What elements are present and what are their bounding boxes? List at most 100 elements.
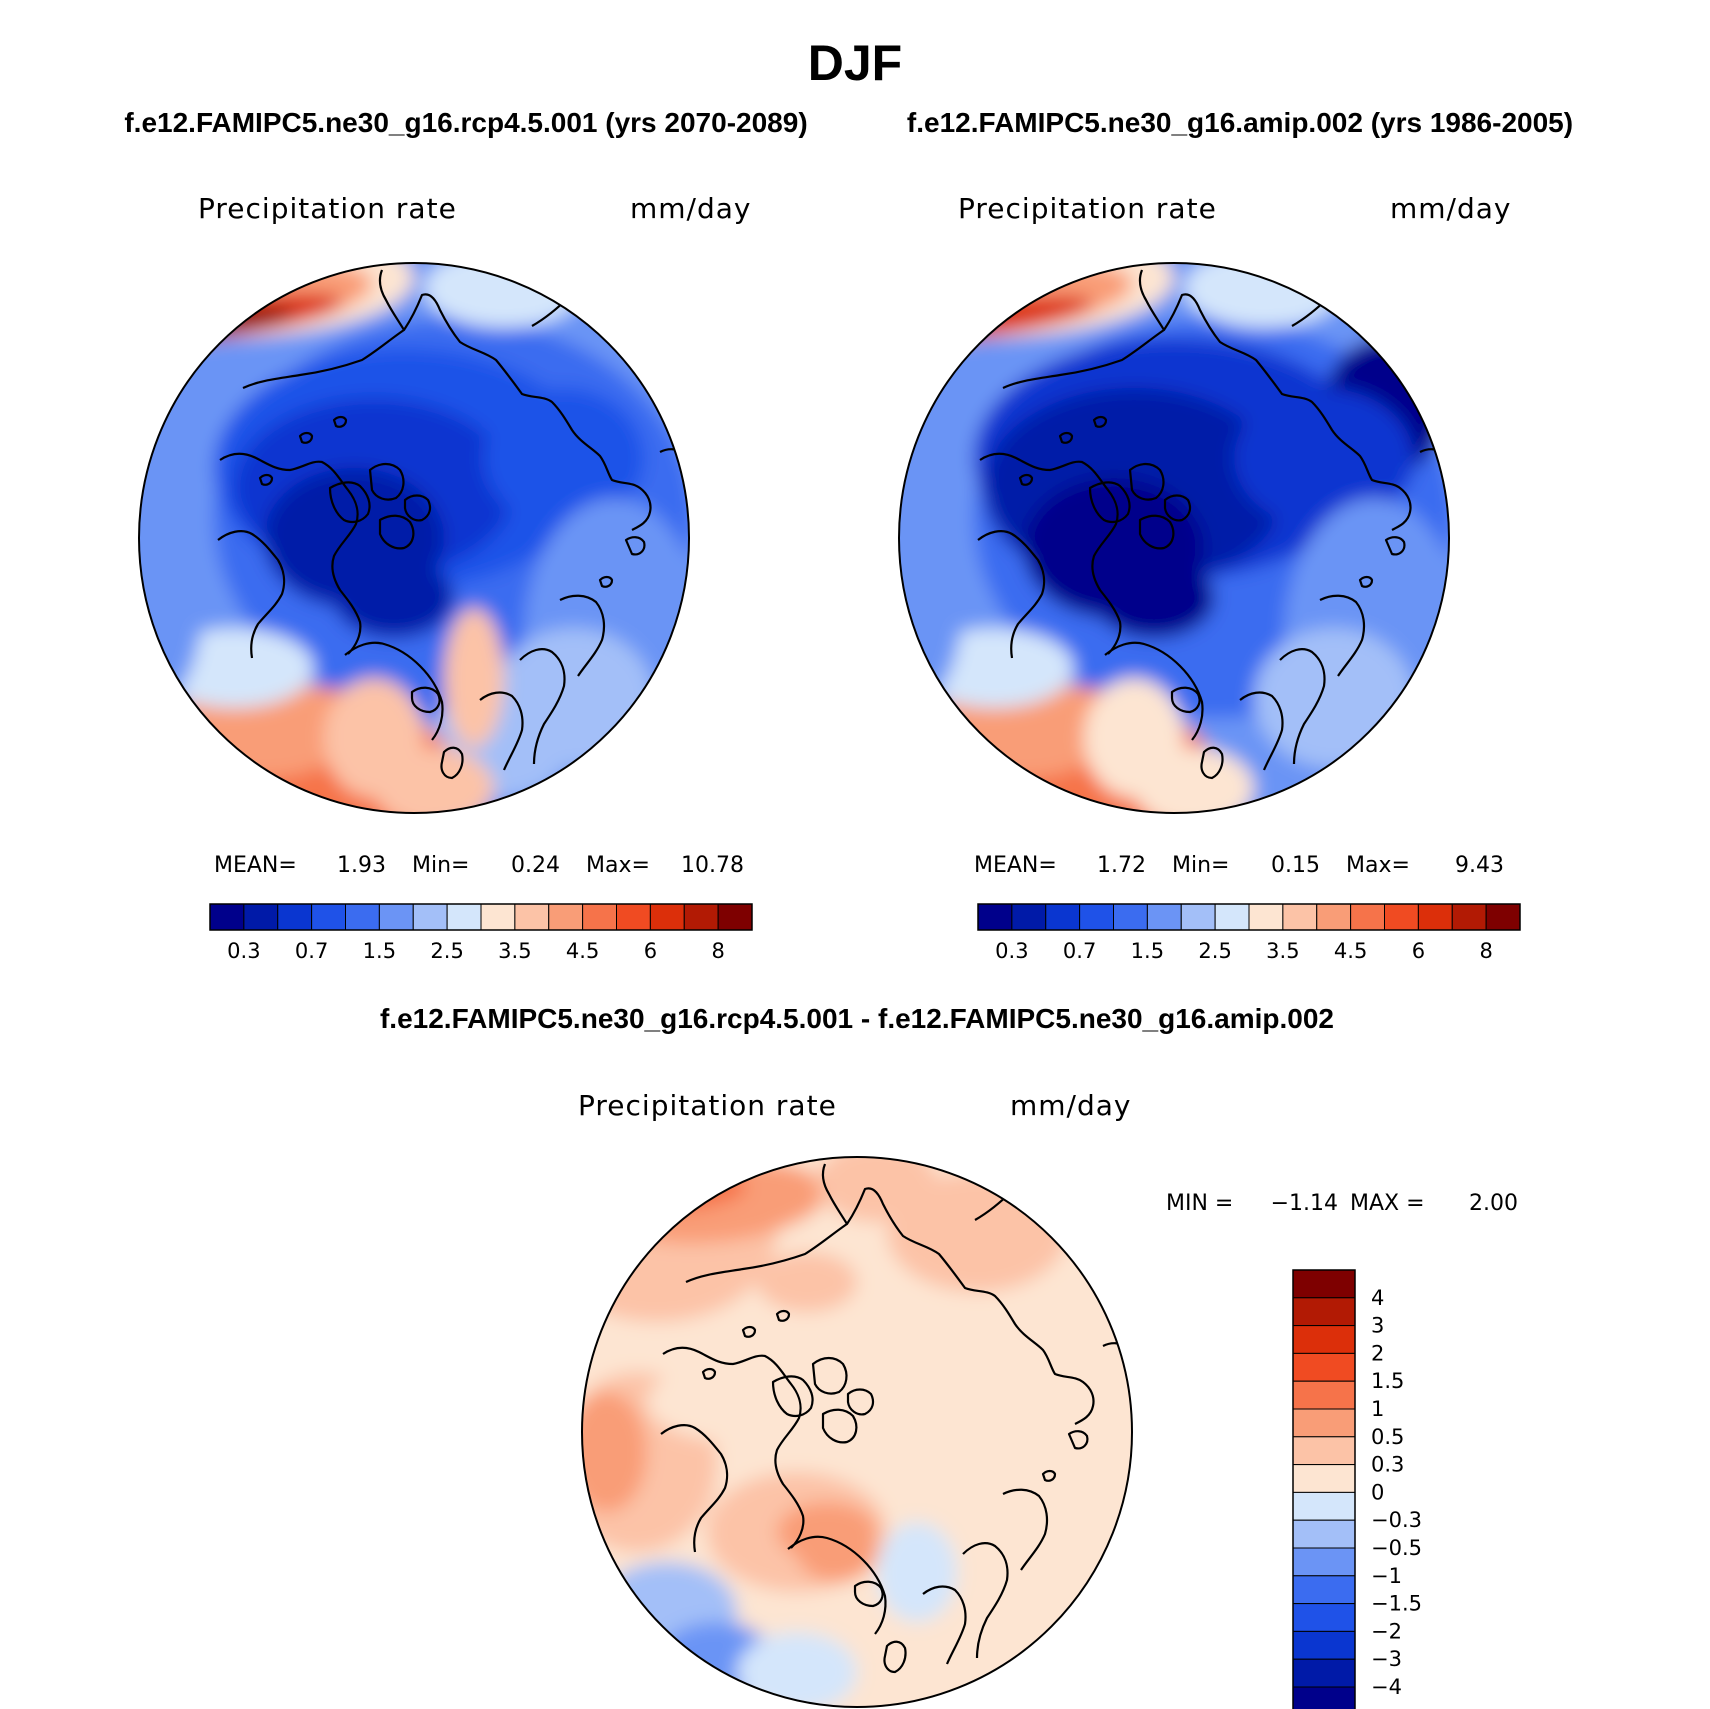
panel-rcp-stats: MEAN= 1.93 Min= 0.24 Max= 10.78 bbox=[214, 853, 744, 878]
panel-amip-variable: Precipitation rate bbox=[958, 192, 1217, 225]
field-region bbox=[877, 1522, 957, 1622]
colorbar-tick-label: 1.5 bbox=[363, 939, 396, 963]
colorbar-frame bbox=[1292, 1269, 1356, 1709]
colorbar-tick-label: −1 bbox=[1371, 1564, 1402, 1588]
stat-label: MIN = bbox=[1166, 1191, 1233, 1216]
colorbar-tick-label: 2.5 bbox=[1198, 939, 1231, 963]
colorbar-tick-label: 0.3 bbox=[227, 939, 260, 963]
panel-rcp-units: mm/day bbox=[630, 192, 752, 225]
colorbar-tick-label: 0.7 bbox=[295, 939, 328, 963]
colorbar-box bbox=[446, 903, 482, 931]
colorbar-box bbox=[1292, 1603, 1356, 1632]
colorbar-box bbox=[378, 903, 414, 931]
colorbar-box bbox=[1417, 903, 1453, 931]
stat-value: 0.24 bbox=[511, 853, 560, 878]
stat-value: 1.72 bbox=[1097, 853, 1146, 878]
colorbar-box bbox=[1214, 903, 1250, 931]
field-region bbox=[1094, 558, 1214, 638]
colorbar-tick-label: −2 bbox=[1371, 1619, 1402, 1643]
colorbar-box bbox=[1292, 1464, 1356, 1493]
colorbar-box bbox=[1282, 903, 1318, 931]
colorbar-tick-label: 4.5 bbox=[566, 939, 599, 963]
colorbar-box bbox=[1292, 1491, 1356, 1521]
panel-rcp-case-title: f.e12.FAMIPC5.ne30_g16.rcp4.5.001 (yrs 2… bbox=[124, 107, 807, 138]
panel-diff-stats: MIN = −1.14 MAX = 2.00 bbox=[1166, 1191, 1518, 1216]
panel-rcp-variable: Precipitation rate bbox=[198, 192, 457, 225]
colorbar-tick-label: −0.5 bbox=[1371, 1536, 1422, 1560]
colorbar-tick-label: 2.5 bbox=[430, 939, 463, 963]
stat-label: Max= bbox=[586, 853, 650, 878]
colorbar-tick-label: 6 bbox=[644, 939, 657, 963]
stat-value: 1.93 bbox=[337, 853, 386, 878]
colorbar-box bbox=[582, 903, 617, 931]
colorbar-tick-label: 8 bbox=[711, 939, 724, 963]
colorbar-tick-label: 1.5 bbox=[1131, 939, 1164, 963]
colorbar-box bbox=[1248, 903, 1284, 931]
figure-title: DJF bbox=[808, 35, 902, 91]
colorbar-tick-label: 3 bbox=[1371, 1314, 1384, 1338]
colorbar-box bbox=[1292, 1325, 1356, 1354]
colorbar-box bbox=[1292, 1519, 1356, 1549]
panel-diff-variable: Precipitation rate bbox=[578, 1089, 837, 1122]
colorbar-box bbox=[649, 903, 685, 931]
colorbar-box bbox=[1292, 1352, 1356, 1382]
colorbar-box bbox=[717, 903, 753, 931]
panel-rcp-map bbox=[138, 262, 690, 814]
colorbar-tick-label: 0.3 bbox=[1371, 1453, 1404, 1477]
colorbar-box bbox=[1350, 903, 1385, 931]
panel-rcp-colorbar: 0.3 0.7 1.5 2.5 3.5 4.5 6 8 bbox=[209, 903, 753, 963]
field-region bbox=[484, 388, 644, 528]
field-region bbox=[139, 478, 204, 698]
colorbar-box bbox=[345, 903, 380, 931]
colorbar-box bbox=[1292, 1380, 1356, 1410]
colorbar-tick-label: 8 bbox=[1479, 939, 1492, 963]
colorbar-box bbox=[209, 903, 245, 931]
colorbar-tick-label: 1 bbox=[1371, 1397, 1384, 1421]
stat-value: −1.14 bbox=[1271, 1191, 1338, 1216]
panel-amip-units: mm/day bbox=[1390, 192, 1512, 225]
field-region bbox=[777, 1502, 877, 1562]
colorbar-tick-label: 0.3 bbox=[995, 939, 1028, 963]
colorbar-tick-label: 1.5 bbox=[1371, 1369, 1404, 1393]
colorbar-box bbox=[1045, 903, 1081, 931]
field-region bbox=[582, 1392, 647, 1512]
colorbar-tick-label: 3.5 bbox=[1266, 939, 1299, 963]
colorbar-box bbox=[1292, 1547, 1356, 1577]
colorbar-tick-label: 4.5 bbox=[1334, 939, 1367, 963]
stat-label: Min= bbox=[1172, 853, 1229, 878]
colorbar-box bbox=[1451, 903, 1487, 931]
colorbar-tick-label: −0.3 bbox=[1371, 1508, 1422, 1532]
field-region bbox=[374, 748, 494, 813]
field-region bbox=[444, 608, 504, 748]
colorbar-tick-label: −1.5 bbox=[1371, 1592, 1422, 1616]
colorbar-box bbox=[243, 903, 279, 931]
field-region bbox=[887, 1172, 1067, 1292]
panel-diff-units: mm/day bbox=[1010, 1089, 1132, 1122]
colorbar-box bbox=[1146, 903, 1182, 931]
field-region bbox=[1184, 263, 1344, 328]
colorbar-box bbox=[548, 903, 584, 931]
colorbar-box bbox=[1079, 903, 1114, 931]
panel-amip-colorbar: 0.3 0.7 1.5 2.5 3.5 4.5 6 8 bbox=[977, 903, 1521, 963]
colorbar-box bbox=[1485, 903, 1521, 931]
colorbar-box bbox=[616, 903, 651, 931]
panel-diff-case-title: f.e12.FAMIPC5.ne30_g16.rcp4.5.001 - f.e1… bbox=[380, 1003, 1334, 1034]
field-region bbox=[1254, 628, 1414, 768]
field-region bbox=[424, 263, 584, 328]
colorbar-box bbox=[977, 903, 1013, 931]
colorbar-box bbox=[1292, 1408, 1356, 1438]
colorbar-tick-label: 3.5 bbox=[498, 939, 531, 963]
colorbar-box bbox=[1292, 1297, 1356, 1327]
stat-label: Min= bbox=[412, 853, 469, 878]
stat-value: 9.43 bbox=[1455, 853, 1504, 878]
colorbar-box bbox=[1292, 1658, 1356, 1688]
panel-amip-stats: MEAN= 1.72 Min= 0.15 Max= 9.43 bbox=[974, 853, 1504, 878]
stat-label: MAX = bbox=[1350, 1191, 1425, 1216]
colorbar-box bbox=[1384, 903, 1419, 931]
colorbar-box bbox=[277, 903, 313, 931]
stat-value: 10.78 bbox=[681, 853, 744, 878]
field-region bbox=[899, 478, 964, 698]
stat-label: Max= bbox=[1346, 853, 1410, 878]
colorbar-box bbox=[1292, 1436, 1356, 1466]
